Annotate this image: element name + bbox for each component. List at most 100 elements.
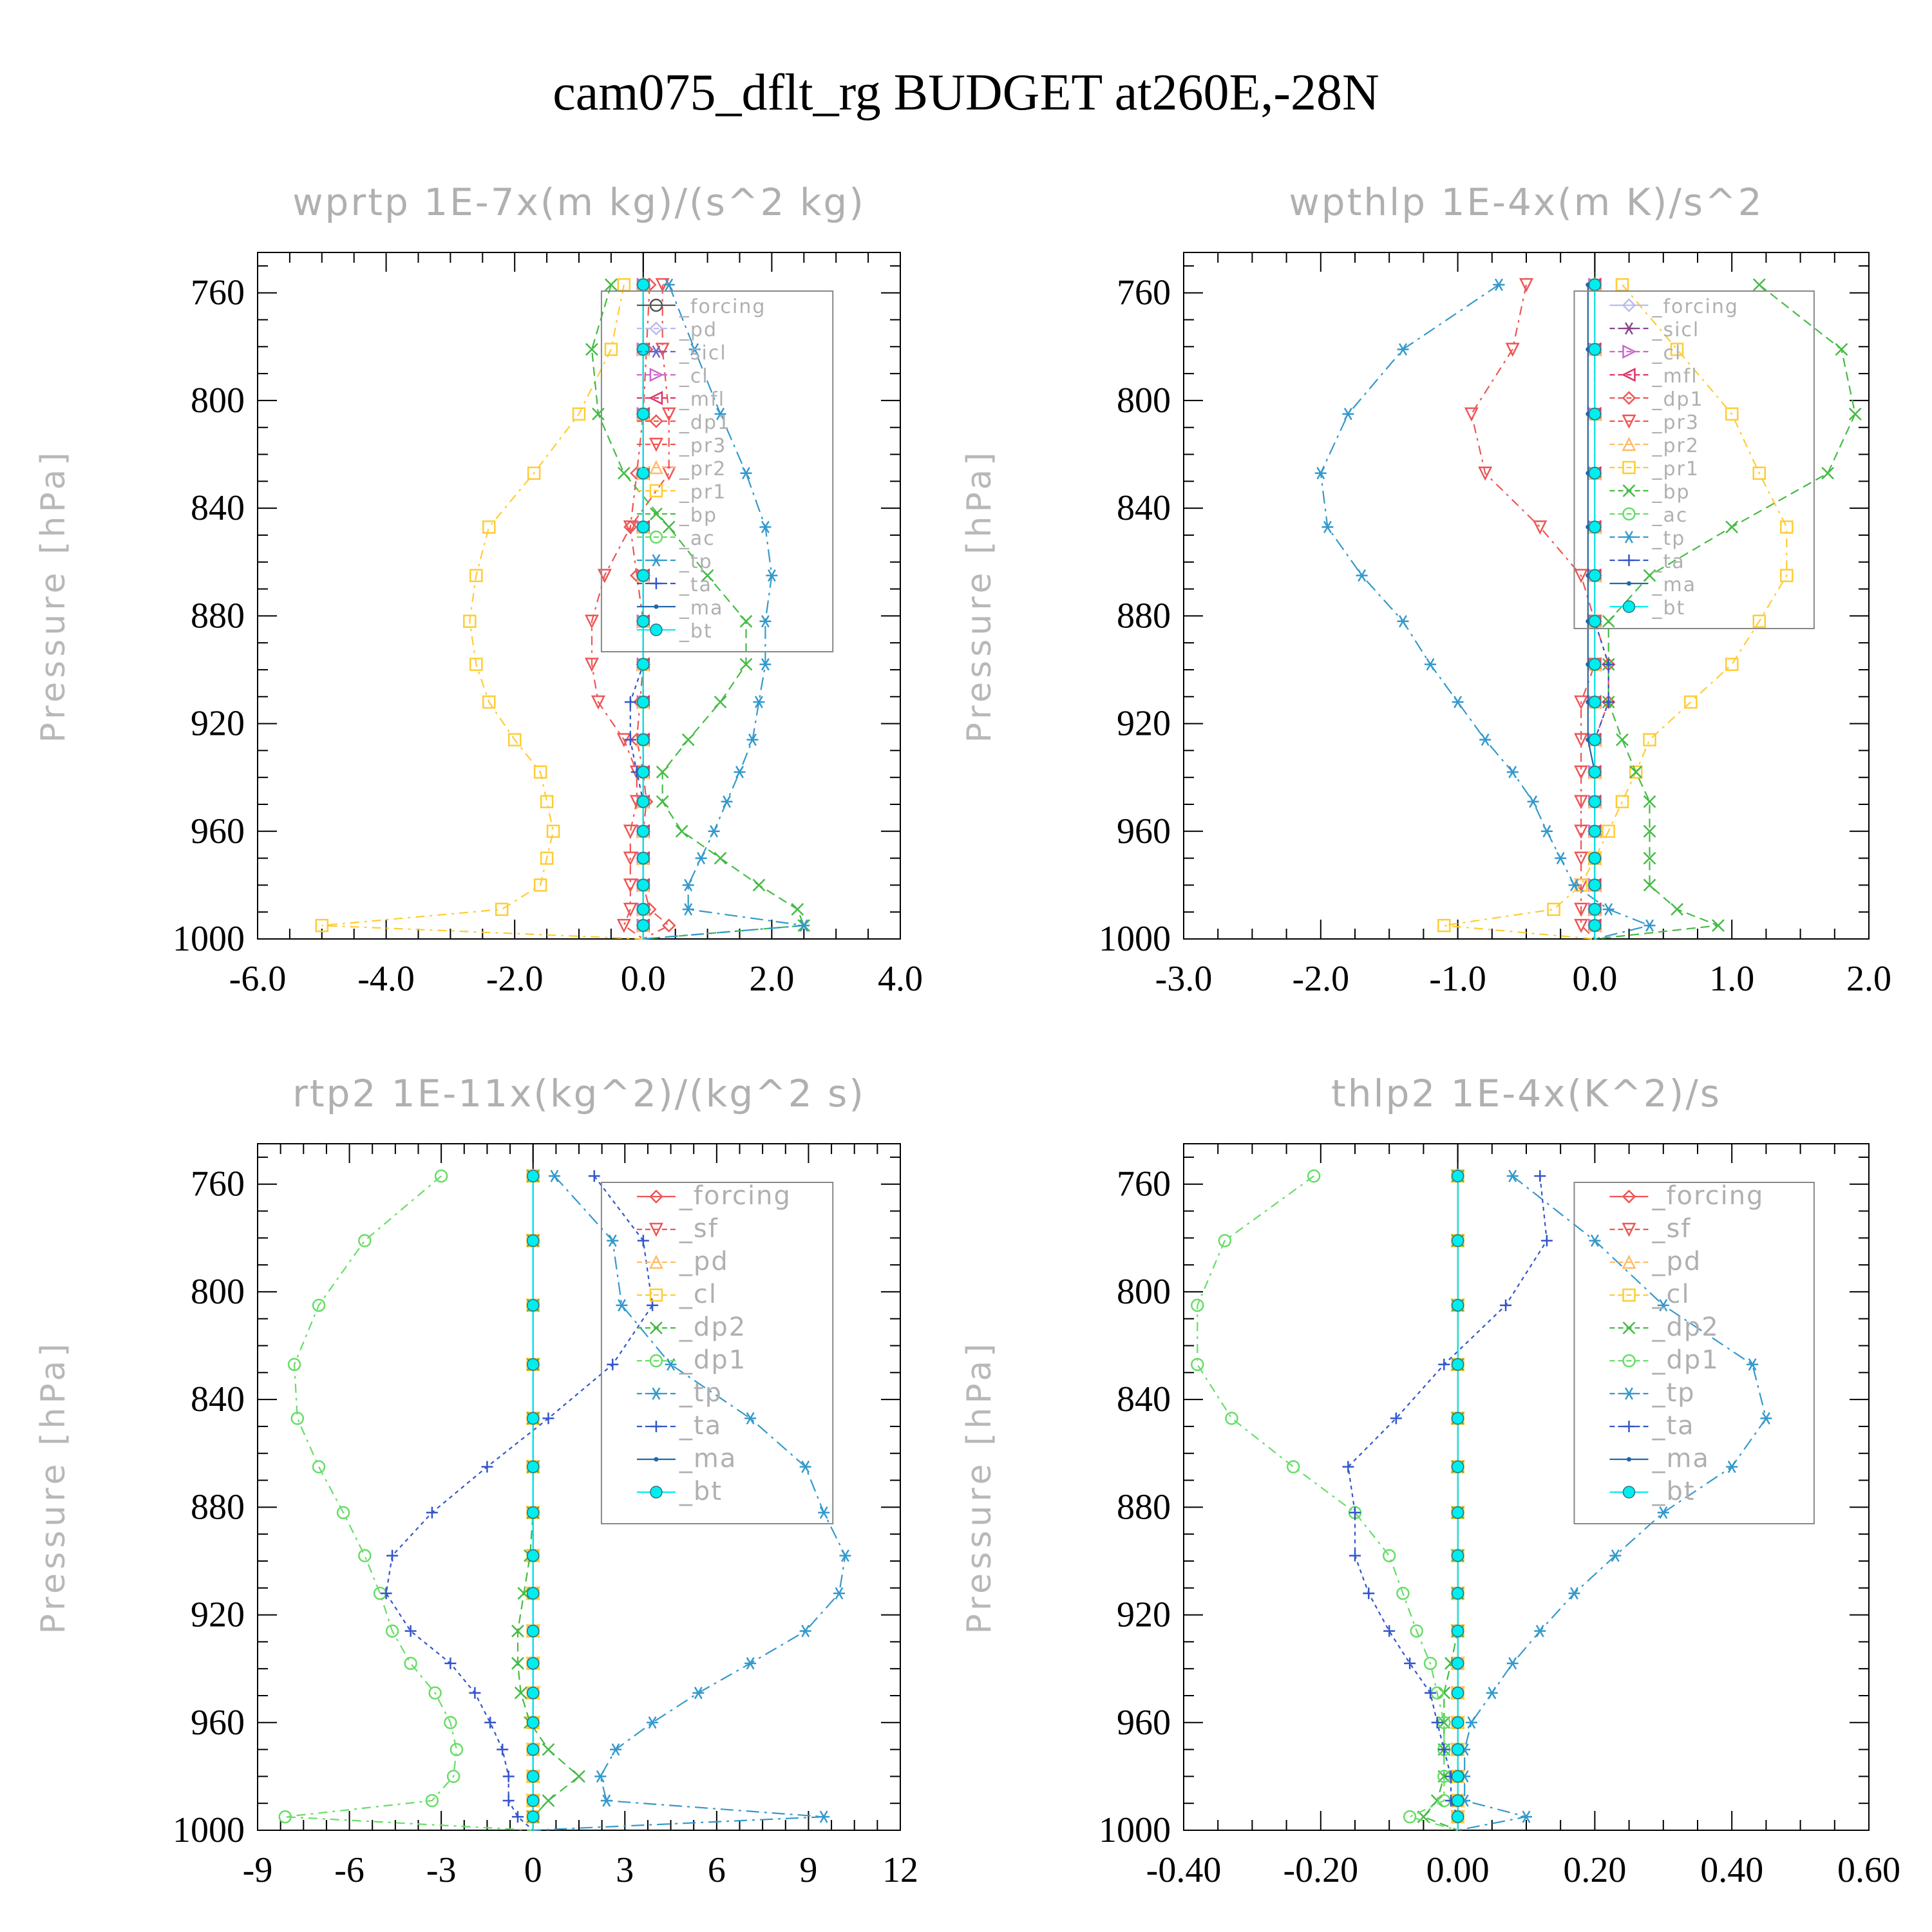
legend-box [1573, 1182, 1815, 1524]
y-tick-label: 1000 [1099, 1810, 1171, 1850]
x-tick-label: -3.0 [1155, 959, 1213, 999]
data-point [312, 1460, 326, 1473]
legend-marker [650, 1486, 663, 1499]
data-point [1438, 1743, 1450, 1756]
data-point [1574, 902, 1589, 917]
data-point [404, 1656, 417, 1671]
data-point [434, 1169, 448, 1183]
data-point [607, 1234, 619, 1247]
legend-label: _dp1 [679, 412, 731, 434]
data-point [744, 1412, 757, 1425]
data-point [1780, 569, 1794, 582]
data-point [799, 1461, 811, 1473]
data-point [542, 1794, 555, 1807]
data-point [1643, 824, 1656, 838]
series-ta [1342, 1170, 1553, 1830]
data-point [540, 795, 554, 809]
data-point [663, 278, 675, 291]
x-tick-label: -4.0 [357, 959, 415, 999]
legend-label: _ma [679, 1444, 737, 1473]
x-tick-label: 2.0 [749, 959, 794, 999]
series-line [1347, 1176, 1548, 1830]
legend-marker [649, 298, 663, 312]
data-point [526, 1549, 540, 1562]
data-point [1725, 407, 1739, 421]
data-point [1451, 1170, 1464, 1182]
data-point [740, 467, 752, 480]
data-point [1629, 765, 1643, 779]
data-point [617, 466, 630, 480]
data-point [450, 1743, 464, 1756]
data-point [1835, 343, 1848, 356]
data-point [623, 902, 638, 917]
series-ta [380, 1170, 659, 1831]
legend-label: _tp [1651, 1378, 1695, 1408]
legend-marker [649, 460, 663, 475]
data-point [616, 1299, 628, 1312]
series-line [1422, 1176, 1459, 1832]
data-point [1588, 919, 1602, 932]
legend-label: _ma [1651, 574, 1696, 596]
data-point [637, 520, 650, 534]
data-point [681, 733, 695, 746]
y-tick-label: 760 [1117, 1164, 1171, 1204]
legend-label: _dp1 [1651, 388, 1703, 411]
data-point [1397, 343, 1409, 356]
data-point [714, 408, 726, 421]
data-point [637, 467, 650, 480]
data-point [759, 615, 772, 628]
data-point [1588, 851, 1602, 865]
data-point [1588, 795, 1602, 808]
data-point [526, 1412, 540, 1425]
data-point [1752, 614, 1766, 628]
data-point [623, 520, 638, 535]
data-point [1437, 918, 1451, 933]
x-tick-label: -1.0 [1429, 959, 1486, 999]
legend-marker [1622, 414, 1636, 429]
data-point [607, 1358, 619, 1370]
data-point [623, 878, 638, 893]
data-point [1451, 1687, 1464, 1700]
data-point [839, 1549, 851, 1562]
data-point [1643, 878, 1656, 892]
data-point [1520, 1810, 1532, 1823]
series-line [1457, 1175, 1767, 1832]
data-point [1588, 614, 1602, 628]
legend-label: _cl [679, 365, 709, 388]
y-tick-label: 800 [191, 1272, 245, 1312]
data-point [584, 614, 599, 629]
legend-label: _ta [1651, 551, 1685, 573]
data-point [1452, 696, 1464, 708]
data-point [1574, 695, 1589, 710]
legend-label: _ac [679, 527, 715, 550]
x-tick-label: -0.20 [1283, 1850, 1358, 1890]
legend-marker [649, 530, 663, 544]
data-point [502, 1770, 515, 1783]
legend-label: _dp1 [1651, 1345, 1719, 1375]
x-tick-label: 0 [524, 1850, 542, 1890]
series-bp [585, 278, 811, 940]
legend-marker [654, 1457, 659, 1462]
x-tick-label: 0.40 [1700, 1850, 1763, 1890]
data-point [1191, 1298, 1204, 1312]
y-tick-label: 840 [191, 488, 245, 528]
y-tick-label: 960 [1117, 811, 1171, 851]
data-point [526, 1358, 540, 1371]
data-point [692, 1687, 705, 1700]
data-point [1726, 1461, 1738, 1473]
data-point [1500, 1299, 1512, 1311]
data-point [1588, 696, 1602, 708]
y-tick-label: 1000 [173, 919, 245, 959]
y-tick-label: 960 [191, 811, 245, 851]
data-point [1568, 878, 1580, 892]
series-bt [1451, 1170, 1464, 1830]
data-point [1451, 1234, 1464, 1247]
legend-label: _forcing [1651, 296, 1738, 318]
series-line [516, 1176, 580, 1830]
legend-marker [649, 414, 663, 428]
data-point [1657, 1506, 1669, 1519]
legend-marker [650, 623, 663, 636]
data-point [1286, 1460, 1300, 1473]
data-point [1451, 1358, 1464, 1371]
